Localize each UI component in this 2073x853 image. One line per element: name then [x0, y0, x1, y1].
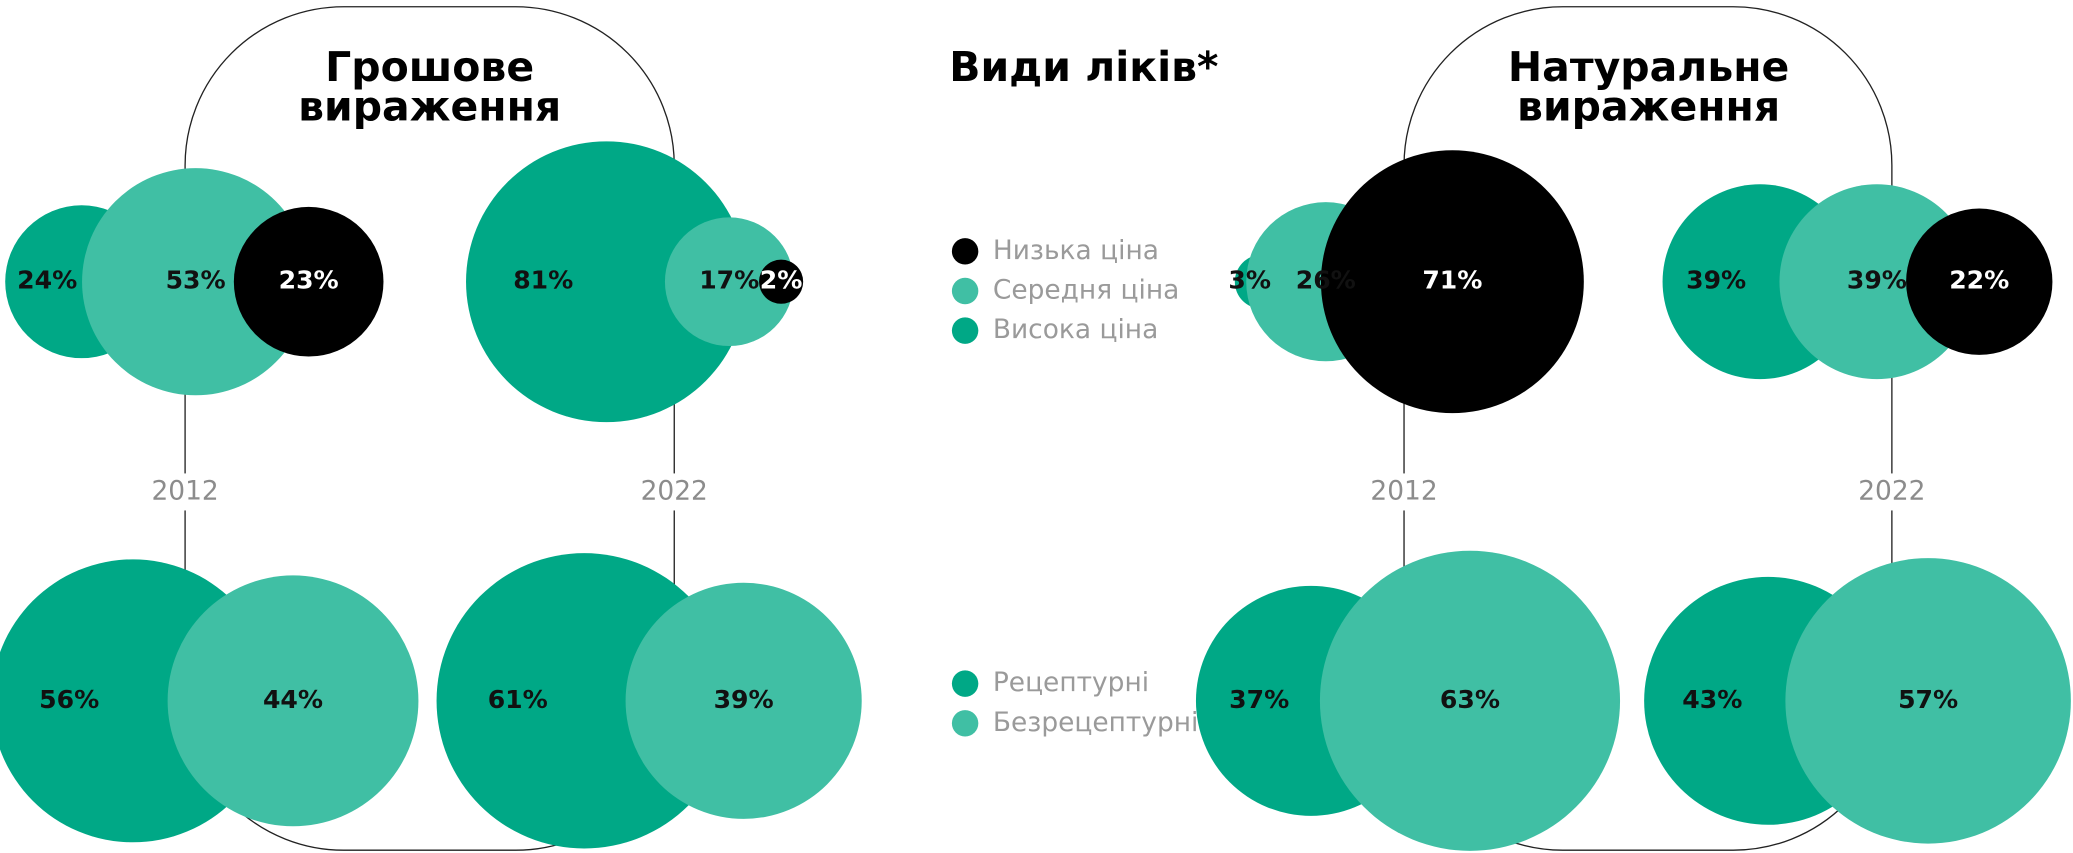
- legend-label: Безрецептурні: [993, 707, 1199, 738]
- panel-title: Грошове вираження: [298, 47, 562, 132]
- data-label: 71%: [1422, 266, 1482, 295]
- legend-swatch: [951, 670, 979, 697]
- frame: [184, 6, 675, 851]
- data-label: 17%: [699, 266, 759, 295]
- year-bg: [634, 473, 714, 511]
- data-label: 61%: [488, 685, 548, 714]
- data-label: 39%: [714, 685, 774, 714]
- data-label: 26%: [1296, 266, 1356, 295]
- title: Види ліків*: [949, 43, 1218, 91]
- bubble: [1320, 150, 1584, 414]
- year-bg: [145, 473, 225, 511]
- data-label: 44%: [263, 685, 323, 714]
- data-label: 23%: [279, 266, 339, 295]
- data-label: 22%: [1949, 266, 2009, 295]
- data-label: 39%: [1686, 266, 1746, 295]
- bubble: [167, 575, 419, 827]
- data-label: 3%: [1228, 266, 1271, 295]
- year-bg: [1852, 473, 1932, 511]
- year-label: 2022: [1858, 475, 1925, 506]
- bubble: [759, 259, 804, 304]
- year-label: 2022: [641, 475, 708, 506]
- data-label: 24%: [17, 266, 77, 295]
- legend-swatch: [951, 238, 979, 265]
- data-label: 57%: [1898, 685, 1958, 714]
- legend-label: Низька ціна: [993, 235, 1159, 266]
- bubble: [625, 582, 862, 819]
- frame: [1403, 6, 1893, 851]
- marks: 24% 53% 23% 56% 44% 81% 17% 2% 61% 39% 3% 26% 71% 37%…: [0, 141, 2071, 851]
- bubble: [1319, 550, 1621, 851]
- bubble: [233, 206, 384, 357]
- data-label: 43%: [1682, 685, 1742, 714]
- year-label: 2012: [1370, 475, 1437, 506]
- bubble: [1906, 208, 2053, 355]
- legend-label: Висока ціна: [993, 314, 1158, 345]
- data-label: 63%: [1440, 685, 1500, 714]
- panel-title-text: Грошове вираження: [298, 47, 562, 132]
- bubble: [82, 168, 310, 396]
- data-label: 56%: [39, 685, 99, 714]
- year-label: 2012: [151, 475, 218, 506]
- data-label: 2%: [760, 266, 803, 295]
- data-label: 53%: [166, 266, 226, 295]
- bubble: [466, 141, 747, 423]
- data-label: 37%: [1229, 685, 1289, 714]
- legend: Низька ціна Середня ціна Висока ціна Рецепт…: [951, 235, 1199, 738]
- year-bg: [1364, 473, 1444, 511]
- panel-title-text: Натуральне вираження: [1507, 47, 1790, 132]
- panel-title: Натуральне вираження: [1507, 47, 1790, 132]
- data-label: 39%: [1847, 266, 1907, 295]
- legend-swatch: [951, 710, 979, 737]
- legend-swatch: [951, 277, 979, 305]
- data-label: 81%: [513, 266, 573, 295]
- legend-swatch: [951, 317, 979, 344]
- legend-label: Середня ціна: [993, 274, 1179, 305]
- bubble: [1785, 558, 2071, 844]
- bubble: [664, 217, 794, 347]
- legend-label: Рецептурні: [993, 667, 1149, 698]
